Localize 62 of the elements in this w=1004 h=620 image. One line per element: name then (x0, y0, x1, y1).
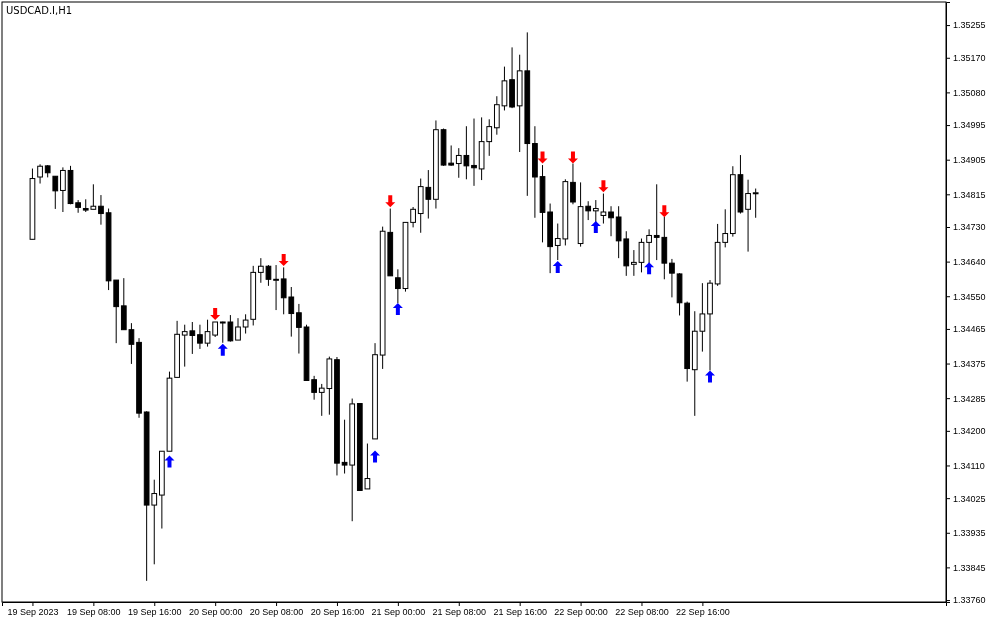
x-tick-label: 20 Sep 16:00 (310, 607, 365, 618)
point (590, 221, 601, 233)
y-tick-label: 1.35255 (953, 20, 986, 31)
y-tick-label: 1.34550 (953, 291, 986, 302)
point (644, 262, 655, 275)
candlestick (752, 188, 759, 219)
point (164, 455, 175, 468)
point (392, 302, 403, 315)
y-tick-label: 1.35080 (953, 87, 986, 98)
y-tick-label: 1.34640 (953, 257, 986, 267)
point (217, 343, 228, 356)
point (567, 151, 578, 164)
chart-title: USDCAD.I,H1 (6, 5, 73, 16)
x-tick-label: 21 Sep 16:00 (493, 607, 547, 618)
y-tick-label: 1.34995 (953, 120, 986, 131)
candlestick (60, 166, 66, 213)
y-tick-label: 1.34465 (953, 324, 986, 335)
point (278, 254, 289, 267)
y-tick-label: 1.33845 (953, 562, 986, 573)
x-tick-label: 22 Sep 08:00 (615, 607, 669, 618)
x-tick-label: 21 Sep 08:00 (432, 607, 487, 618)
candlestick (570, 163, 576, 205)
candlestick (669, 258, 675, 298)
candlestick (296, 303, 302, 355)
candlestick (600, 193, 607, 225)
candlestick (608, 205, 614, 237)
candlestick (410, 206, 416, 228)
x-tick-label: 19 Sep 08:00 (67, 607, 121, 618)
x-tick-label: 21 Sep 00:00 (371, 607, 426, 618)
point (370, 450, 381, 463)
candlestick (37, 163, 43, 185)
point (385, 195, 396, 208)
candlestick (52, 175, 59, 210)
y-tick-label: 1.33760 (953, 595, 986, 606)
x-tick-label: 22 Sep 16:00 (676, 607, 730, 618)
y-tick-label: 1.34375 (953, 358, 986, 369)
y-tick-label: 1.34285 (953, 393, 986, 404)
y-tick-label: 1.34200 (953, 426, 986, 437)
x-tick-label: 20 Sep 00:00 (188, 607, 243, 618)
point (598, 180, 609, 193)
y-tick-label: 1.34025 (953, 493, 986, 504)
point (552, 261, 563, 273)
point (537, 151, 548, 164)
candlestick (745, 179, 751, 253)
x-tick-label: 22 Sep 00:00 (554, 607, 608, 618)
y-tick-label: 1.35170 (953, 53, 986, 64)
candlestick (273, 264, 279, 311)
x-tick-label: 19 Sep 2023 (7, 607, 59, 618)
point (659, 205, 670, 218)
point (705, 370, 715, 383)
candlestick (197, 324, 203, 350)
candlestick (471, 118, 477, 187)
y-tick-label: 1.34110 (953, 460, 985, 471)
y-tick-label: 1.33935 (953, 528, 986, 539)
point (210, 307, 221, 320)
y-tick-label: 1.34730 (953, 222, 986, 233)
x-tick-label: 19 Sep 16:00 (127, 607, 182, 618)
candlestick (98, 194, 104, 226)
y-tick-label: 1.34815 (953, 189, 986, 200)
x-tick-label: 20 Sep 08:00 (249, 607, 304, 618)
y-tick-label: 1.34905 (953, 155, 986, 166)
candlestick (235, 317, 241, 341)
